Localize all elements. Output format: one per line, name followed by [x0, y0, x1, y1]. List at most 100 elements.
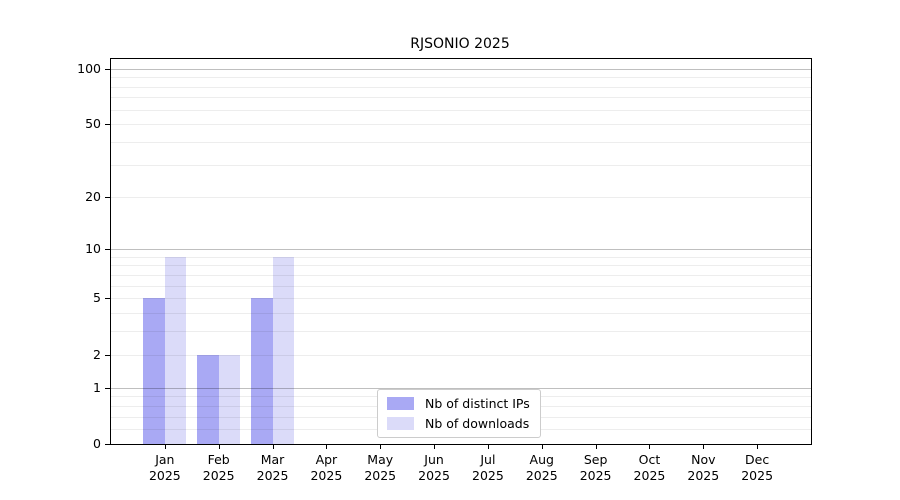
- legend-label-distinct-ips: Nb of distinct IPs: [425, 396, 530, 411]
- gridline-major: [111, 68, 811, 70]
- legend-item-distinct-ips: Nb of distinct IPs: [387, 396, 530, 411]
- legend-swatch-downloads: [387, 417, 414, 430]
- legend-swatch-distinct-ips: [387, 397, 414, 410]
- gridline-minor: [111, 77, 811, 79]
- x-tick-month: Jul: [480, 452, 496, 467]
- gridline-minor: [111, 164, 811, 166]
- bar-distinct-ips-mar: [251, 298, 273, 444]
- x-tick-label-oct: Oct 2025: [617, 452, 681, 484]
- x-tick-year: 2025: [472, 468, 504, 483]
- gridline-minor: [111, 142, 811, 144]
- axis-ticks-layer: 100 50 20 10 5 2 1 0 Jan 2025 Feb 2025 Mar 2025 Apr 202…: [77, 59, 811, 483]
- x-tick-year: 2025: [364, 468, 397, 483]
- x-tick-mark: [757, 444, 759, 449]
- gridline-minor: [111, 331, 811, 333]
- bar-downloads-jan: [164, 256, 187, 444]
- x-tick-year: 2025: [579, 468, 612, 483]
- gridline-major: [111, 249, 811, 251]
- bar-downloads-mar: [272, 256, 295, 444]
- gridline-minor: [111, 97, 811, 99]
- x-tick-mark: [380, 444, 382, 449]
- x-tick-year: 2025: [741, 468, 774, 483]
- x-tick-year: 2025: [202, 468, 235, 483]
- y-tick-label: 2: [93, 346, 101, 362]
- x-tick-year: 2025: [148, 468, 181, 483]
- y-tick-mark: [105, 387, 111, 389]
- y-tick-label: 20: [85, 188, 101, 204]
- x-tick-label-nov: Nov 2025: [671, 452, 735, 484]
- x-tick-mark: [649, 444, 651, 449]
- chart-title: RJSONIO 2025: [410, 36, 510, 52]
- x-tick-label-sep: Sep 2025: [564, 452, 628, 484]
- bar-distinct-ips-jan: [143, 298, 165, 444]
- x-tick-month: Aug: [529, 452, 554, 467]
- y-tick-mark: [105, 444, 111, 445]
- gridline-minor: [111, 109, 811, 111]
- y-tick-mark: [105, 124, 111, 126]
- y-tick-mark: [105, 249, 111, 251]
- gridline-minor: [111, 285, 811, 287]
- x-tick-month: Mar: [260, 452, 285, 467]
- x-tick-mark: [703, 444, 705, 449]
- x-tick-mark: [326, 444, 328, 449]
- x-tick-month: Apr: [315, 452, 338, 467]
- gridline-minor: [111, 313, 811, 315]
- gridline-minor: [111, 265, 811, 267]
- y-tick-label: 100: [77, 60, 101, 76]
- x-tick-month: Feb: [207, 452, 230, 467]
- x-tick-month: Dec: [745, 452, 770, 467]
- y-tick-mark: [105, 68, 111, 70]
- y-tick-label: 50: [85, 116, 101, 132]
- x-tick-month: Nov: [691, 452, 716, 467]
- bar-distinct-ips-feb: [197, 354, 219, 444]
- legend-label-downloads: Nb of downloads: [425, 416, 530, 431]
- x-tick-month: Jun: [424, 452, 444, 467]
- x-tick-mark: [541, 444, 543, 449]
- x-tick-year: 2025: [256, 468, 289, 483]
- y-tick-label: 5: [93, 290, 101, 306]
- gridline-minor: [111, 124, 811, 126]
- x-tick-label-jul: Jul 2025: [456, 452, 520, 484]
- x-tick-mark: [218, 444, 220, 449]
- x-tick-label-apr: Apr 2025: [294, 452, 358, 484]
- gridline-major: [111, 387, 811, 389]
- bar-downloads-feb: [218, 354, 241, 444]
- gridline-minor: [111, 256, 811, 258]
- x-tick-year: 2025: [687, 468, 720, 483]
- x-tick-label-dec: Dec 2025: [725, 452, 789, 484]
- y-tick-mark: [105, 298, 111, 300]
- x-tick-month: May: [367, 452, 394, 467]
- gridline-minor: [111, 298, 811, 300]
- x-tick-year: 2025: [525, 468, 558, 483]
- x-tick-label-may: May 2025: [348, 452, 412, 484]
- y-tick-mark: [105, 354, 111, 356]
- x-tick-label-jun: Jun 2025: [402, 452, 466, 484]
- x-tick-label-mar: Mar 2025: [241, 452, 305, 484]
- bars-layer: [111, 59, 811, 444]
- x-tick-mark: [595, 444, 597, 449]
- x-tick-label-jan: Jan 2025: [133, 452, 197, 484]
- legend: Nb of distinct IPs Nb of downloads: [377, 389, 541, 438]
- x-tick-mark: [272, 444, 274, 449]
- y-tick-mark: [105, 196, 111, 198]
- gridline-minor: [111, 196, 811, 198]
- x-tick-year: 2025: [418, 468, 450, 483]
- legend-item-downloads: Nb of downloads: [387, 416, 530, 431]
- y-tick-label: 0: [93, 436, 101, 451]
- x-tick-mark: [487, 444, 489, 449]
- y-tick-label: 1: [93, 379, 101, 395]
- x-tick-year: 2025: [310, 468, 343, 483]
- plot-area: 100 50 20 10 5 2 1 0 Jan 2025 Feb 2025 Mar 2025 Apr 202…: [77, 58, 812, 483]
- gridline-minor: [111, 354, 811, 356]
- x-tick-month: Oct: [638, 452, 661, 467]
- y-tick-label: 10: [85, 241, 101, 257]
- gridline-minor: [111, 86, 811, 88]
- x-tick-mark: [164, 444, 166, 449]
- x-tick-label-feb: Feb 2025: [187, 452, 251, 484]
- x-tick-mark: [434, 444, 436, 449]
- x-tick-month: Sep: [583, 452, 608, 467]
- gridline-minor: [111, 274, 811, 276]
- x-tick-month: Jan: [155, 452, 175, 467]
- x-tick-year: 2025: [633, 468, 666, 483]
